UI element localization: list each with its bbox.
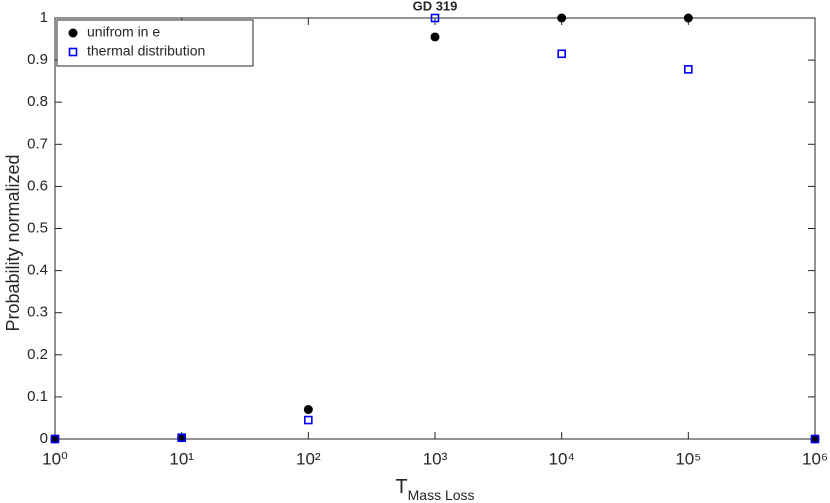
marker-square <box>684 65 693 74</box>
x-tick-label: 10² <box>296 449 321 468</box>
marker-square <box>177 433 186 443</box>
marker-square <box>68 47 78 57</box>
y-tick-label: 0 <box>40 430 48 447</box>
legend-label: thermal distribution <box>87 43 205 59</box>
marker-circle <box>303 405 313 415</box>
marker-circle <box>177 433 187 443</box>
marker-square <box>430 13 440 23</box>
marker-circle <box>557 13 567 23</box>
y-tick-label: 0.2 <box>27 346 48 363</box>
marker-circle <box>810 434 820 444</box>
plot-frame <box>54 17 816 440</box>
x-tick-label: 10⁵ <box>675 449 701 468</box>
marker-circle <box>430 32 440 42</box>
x-tick-label: 10⁶ <box>802 449 828 468</box>
y-tick-label: 1 <box>40 9 48 26</box>
y-tick-label: 0.5 <box>27 219 48 236</box>
x-tick-label: 10¹ <box>169 449 194 468</box>
marker-circle <box>683 13 693 23</box>
legend-label: unifrom in e <box>87 24 160 40</box>
x-axis-label-subscript: Mass Loss <box>408 487 475 503</box>
x-axis-label-main: T <box>395 476 407 498</box>
y-tick-label: 0.7 <box>27 135 48 152</box>
y-tick-label: 0.3 <box>27 304 48 321</box>
y-tick-label: 0.1 <box>27 388 48 405</box>
marker-circle <box>68 28 78 38</box>
marker-square <box>810 434 820 444</box>
x-tick-label: 10³ <box>423 449 448 468</box>
y-tick-label: 0.8 <box>27 93 48 110</box>
marker-square <box>557 49 566 59</box>
x-tick-label: 10⁰ <box>42 449 68 468</box>
legend: unifrom in e thermal distribution <box>56 19 254 67</box>
x-tick-label: 10⁴ <box>549 449 575 468</box>
marker-square <box>304 415 313 425</box>
y-tick-label: 0.6 <box>27 177 48 194</box>
x-axis-label: TMass Loss <box>395 476 474 502</box>
marker-circle <box>50 434 60 444</box>
y-axis-label: Probability normalized <box>3 154 23 331</box>
chart-title: GD 319 <box>413 0 458 13</box>
y-tick-label: 0.4 <box>27 262 48 279</box>
marker-square <box>50 434 60 444</box>
y-tick-label: 0.9 <box>27 51 48 68</box>
legend-box <box>56 19 254 67</box>
